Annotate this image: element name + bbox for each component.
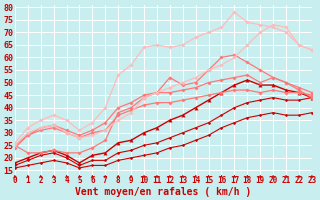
X-axis label: Vent moyen/en rafales ( km/h ): Vent moyen/en rafales ( km/h ) <box>75 187 252 197</box>
